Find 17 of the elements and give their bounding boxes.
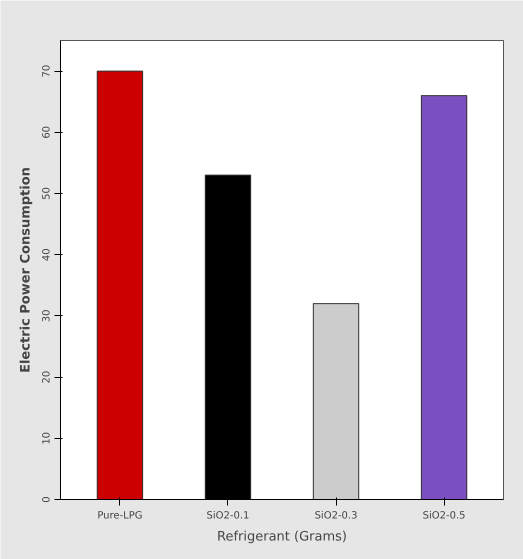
y-tick-label: 10 (42, 432, 52, 445)
x-tick-label: Pure-LPG (97, 510, 143, 522)
y-axis-title: Electric Power Consumption (18, 167, 34, 373)
bar (420, 95, 468, 500)
x-tick-label: SiO2-0.3 (314, 510, 358, 522)
y-tick-label: 60 (42, 126, 52, 139)
x-tick-label: SiO2-0.1 (206, 510, 250, 522)
y-tick-label: 40 (42, 248, 52, 262)
bar (312, 303, 360, 500)
y-tick-label: 30 (42, 310, 52, 322)
x-tick-label: SiO2-0.5 (422, 510, 466, 522)
y-tick-label: 0 (42, 496, 52, 503)
y-tick-label: 50 (42, 187, 52, 200)
y-tick-label: 20 (42, 370, 52, 384)
y-tick-label: 70 (42, 64, 52, 78)
x-axis-title: Refrigerant (Grams) (217, 530, 347, 544)
bar (96, 70, 144, 500)
